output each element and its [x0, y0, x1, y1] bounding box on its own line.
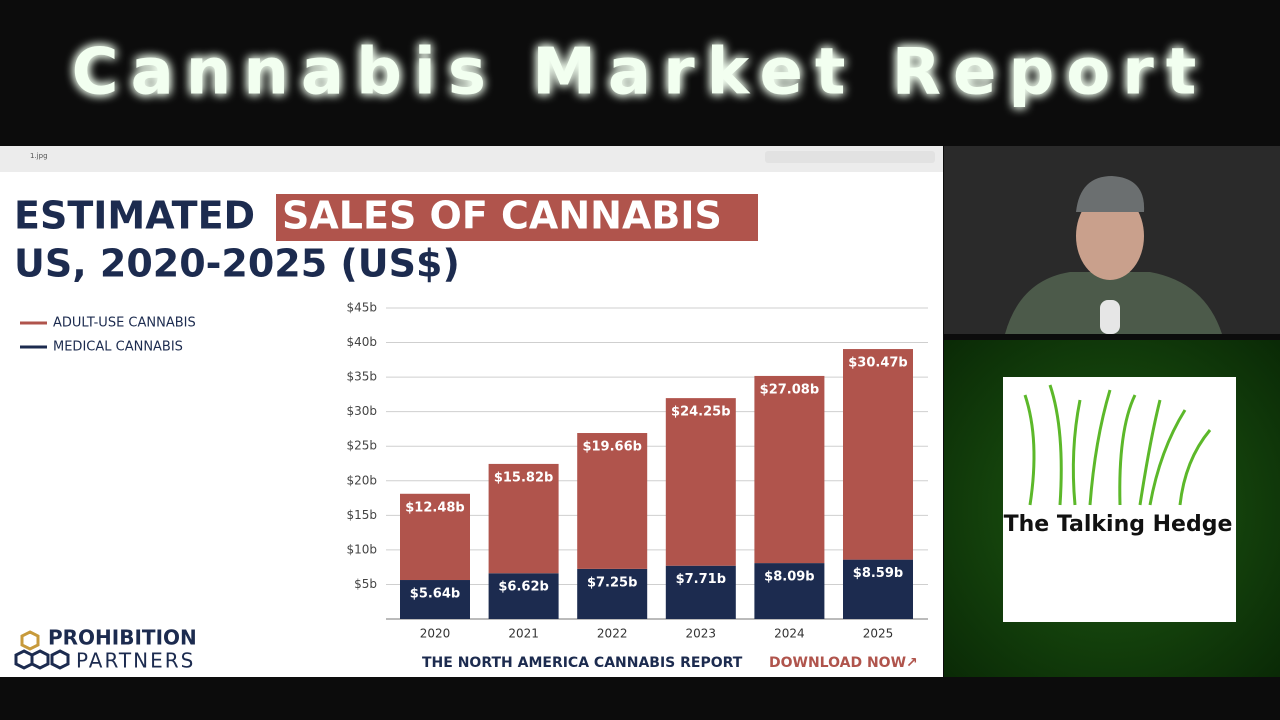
brand-name: The Talking Hedge	[1004, 512, 1233, 537]
y-tick-label: $25b	[346, 439, 377, 453]
slide-title-part: ESTIMATED	[14, 194, 255, 238]
data-label: $8.09b	[764, 570, 814, 585]
grass-illustration	[1023, 384, 1212, 506]
y-tick-label: $40b	[346, 335, 377, 349]
bar-segment	[400, 580, 470, 619]
legend-label: MEDICAL CANNABIS	[53, 340, 183, 355]
search-field[interactable]	[765, 151, 935, 163]
bar-segment	[665, 398, 736, 566]
person	[1005, 176, 1222, 334]
data-label: $6.62b	[498, 580, 548, 595]
data-label: $19.66b	[582, 440, 641, 455]
y-tick-label: $35b	[346, 370, 377, 384]
x-tick-label: 2024	[774, 627, 805, 641]
footer-text: THE NORTH AMERICA CANNABIS REPORT	[422, 655, 743, 671]
footer-link[interactable]: DOWNLOAD NOW↗	[769, 655, 918, 671]
data-label: $27.08b	[760, 382, 819, 397]
legend-label: ADULT-USE CANNABIS	[53, 316, 196, 331]
y-tick-label: $10b	[346, 542, 377, 556]
chart: $5b $10b $15b $20b $25b $30b $35b $40b $45b ADULT…	[20, 301, 928, 641]
bar-segment	[488, 573, 559, 619]
bar-segment	[488, 463, 559, 574]
logo-hex	[50, 649, 70, 670]
window-filename: 1.jpg	[30, 152, 48, 160]
data-label: $7.71b	[676, 572, 726, 587]
data-label: $12.48b	[405, 500, 464, 515]
data-label: $30.47b	[848, 356, 907, 371]
bar-segment	[577, 568, 648, 619]
stream-title: Cannabis Market Report	[72, 36, 1209, 110]
y-tick-label: $45b	[346, 301, 377, 315]
person-face	[1076, 192, 1144, 280]
person-cap	[1076, 176, 1145, 212]
data-label: $8.59b	[853, 566, 903, 581]
logo-text: PROHIBITION	[48, 626, 197, 650]
y-tick-label: $5b	[354, 577, 377, 591]
bar-segment	[400, 493, 470, 581]
data-label: $24.25b	[671, 405, 730, 420]
data-label: $15.82b	[494, 470, 553, 485]
microphone	[1100, 300, 1120, 334]
data-label: $7.25b	[587, 575, 637, 590]
x-tick-label: 2023	[686, 627, 717, 641]
bar-segment	[665, 565, 736, 619]
bar-segment	[754, 375, 825, 564]
logo-text: PARTNERS	[76, 649, 195, 673]
y-tick-label: $20b	[346, 473, 377, 487]
slide-title-highlight: SALES OF CANNABIS	[282, 194, 722, 238]
logo: PROHIBITION PARTNERS	[14, 626, 197, 673]
title-highlight-bg	[276, 194, 758, 241]
bar-segment	[577, 433, 648, 569]
x-tick-label: 2021	[508, 627, 539, 641]
data-label: $5.64b	[410, 587, 460, 602]
x-tick-label: 2022	[597, 627, 628, 641]
x-tick-label: 2025	[863, 627, 894, 641]
y-tick-label: $30b	[346, 404, 377, 418]
y-tick-label: $15b	[346, 508, 377, 522]
bar-segment	[754, 563, 825, 619]
x-tick-label: 2020	[420, 627, 451, 641]
bar-segment	[843, 349, 913, 560]
logo-hex	[20, 630, 40, 651]
bar-segment	[843, 559, 913, 619]
logo-hex	[30, 649, 50, 670]
slide-title-line2: US, 2020-2025 (US$)	[14, 242, 460, 286]
